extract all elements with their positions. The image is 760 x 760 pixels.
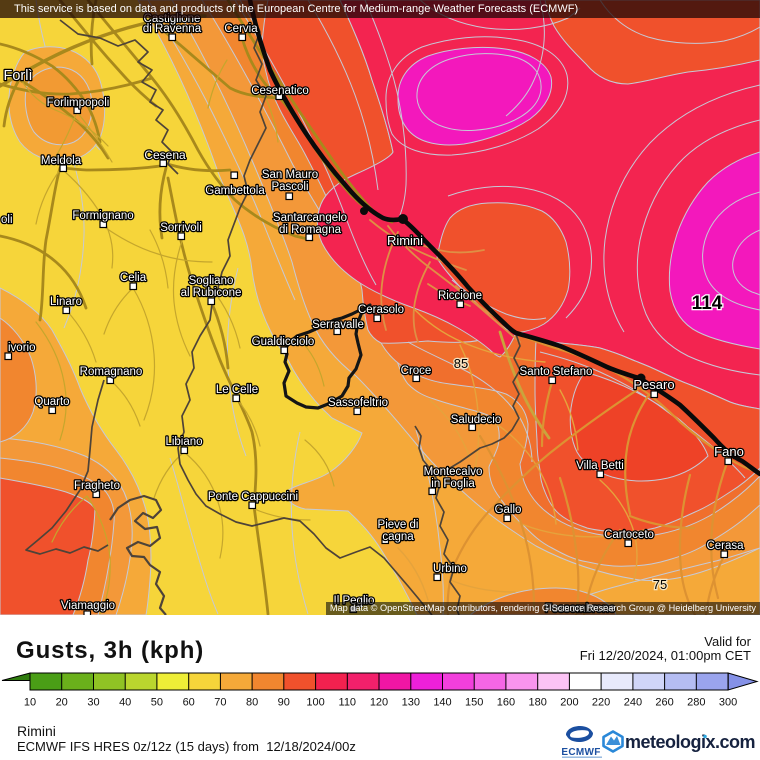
- svg-text:Villa Betti: Villa Betti: [576, 460, 624, 472]
- svg-text:ECMWF: ECMWF: [561, 747, 600, 758]
- svg-text:Cartoceto: Cartoceto: [604, 529, 654, 541]
- svg-text:Celia: Celia: [120, 272, 147, 284]
- svg-text:Cerasolo: Cerasolo: [358, 304, 404, 316]
- svg-text:Riccione: Riccione: [438, 290, 482, 302]
- svg-text:40: 40: [119, 697, 131, 709]
- svg-text:Forlì: Forlì: [4, 68, 33, 84]
- svg-text:110: 110: [339, 697, 357, 709]
- svg-text:30: 30: [87, 697, 99, 709]
- svg-text:280: 280: [687, 697, 705, 709]
- svg-text:10: 10: [24, 697, 36, 709]
- svg-text:Fano: Fano: [714, 444, 744, 459]
- svg-text:Cesenatico: Cesenatico: [251, 85, 309, 97]
- svg-text:Saludecio: Saludecio: [451, 414, 502, 426]
- svg-text:Meldola: Meldola: [41, 155, 82, 167]
- svg-text:120: 120: [370, 697, 388, 709]
- svg-text:140: 140: [433, 697, 451, 709]
- svg-text:60: 60: [183, 697, 195, 709]
- svg-text:Cerasa: Cerasa: [706, 540, 744, 552]
- svg-text:meteologix.com: meteologix.com: [625, 732, 755, 752]
- svg-text:Gallo: Gallo: [495, 504, 522, 516]
- svg-text:20: 20: [56, 697, 68, 709]
- svg-text:260: 260: [655, 697, 673, 709]
- svg-text:160: 160: [497, 697, 515, 709]
- svg-text:Ponte Cappuccini: Ponte Cappuccini: [208, 491, 298, 503]
- svg-text:100: 100: [306, 697, 324, 709]
- svg-text:ivorio: ivorio: [8, 342, 35, 354]
- svg-text:oli: oli: [1, 214, 13, 226]
- svg-text:130: 130: [402, 697, 420, 709]
- svg-text:90: 90: [278, 697, 290, 709]
- svg-text:Quarto: Quarto: [34, 396, 69, 408]
- svg-text:Pesaro: Pesaro: [633, 377, 674, 392]
- svg-text:Libiano: Libiano: [165, 436, 202, 448]
- svg-text:Fragheto: Fragheto: [74, 480, 120, 492]
- svg-text:Sorrivoli: Sorrivoli: [160, 222, 202, 234]
- svg-text:Cervia: Cervia: [224, 23, 258, 35]
- svg-text:85: 85: [454, 356, 468, 371]
- svg-text:Pieve di: Pieve di: [378, 519, 419, 531]
- svg-text:Santarcangelo: Santarcangelo: [273, 212, 347, 224]
- svg-text:Sogliano: Sogliano: [189, 275, 234, 287]
- svg-text:70: 70: [214, 697, 226, 709]
- svg-text:Forlimpopoli: Forlimpopoli: [47, 97, 110, 109]
- svg-text:Gambettola: Gambettola: [205, 185, 265, 197]
- svg-text:al Rubicone: al Rubicone: [181, 287, 242, 299]
- svg-text:220: 220: [592, 697, 610, 709]
- svg-text:200: 200: [560, 697, 578, 709]
- svg-text:Serravalle: Serravalle: [312, 319, 364, 331]
- svg-text:Gualdicciolo: Gualdicciolo: [252, 336, 315, 348]
- svg-text:Romagnano: Romagnano: [80, 366, 143, 378]
- svg-text:80: 80: [246, 697, 258, 709]
- svg-text:di Romagna: di Romagna: [279, 224, 342, 236]
- svg-text:114: 114: [692, 293, 723, 314]
- svg-text:Le Celle: Le Celle: [216, 384, 258, 396]
- svg-text:300: 300: [719, 697, 737, 709]
- svg-text:Viamaggio: Viamaggio: [61, 600, 115, 612]
- svg-text:Urbino: Urbino: [433, 563, 467, 575]
- svg-text:180: 180: [529, 697, 547, 709]
- svg-text:75: 75: [653, 577, 667, 592]
- svg-text:cagna: cagna: [382, 531, 414, 543]
- svg-text:Linaro: Linaro: [50, 296, 82, 308]
- svg-text:Montecalvo: Montecalvo: [424, 466, 483, 478]
- svg-text:Formignano: Formignano: [72, 210, 133, 222]
- svg-text:Rimini: Rimini: [387, 233, 423, 248]
- svg-text:Cesena: Cesena: [144, 148, 186, 162]
- svg-text:di Ravenna: di Ravenna: [143, 23, 202, 35]
- svg-text:150: 150: [465, 697, 483, 709]
- svg-text:in Foglia: in Foglia: [431, 478, 475, 490]
- svg-text:50: 50: [151, 697, 163, 709]
- svg-text:240: 240: [624, 697, 642, 709]
- svg-text:Pascoli: Pascoli: [271, 181, 308, 193]
- svg-text:Sassofeltrio: Sassofeltrio: [328, 397, 388, 409]
- svg-text:Santo Stefano: Santo Stefano: [520, 366, 593, 378]
- svg-text:Croce: Croce: [401, 365, 432, 377]
- svg-text:San Mauro: San Mauro: [262, 169, 318, 181]
